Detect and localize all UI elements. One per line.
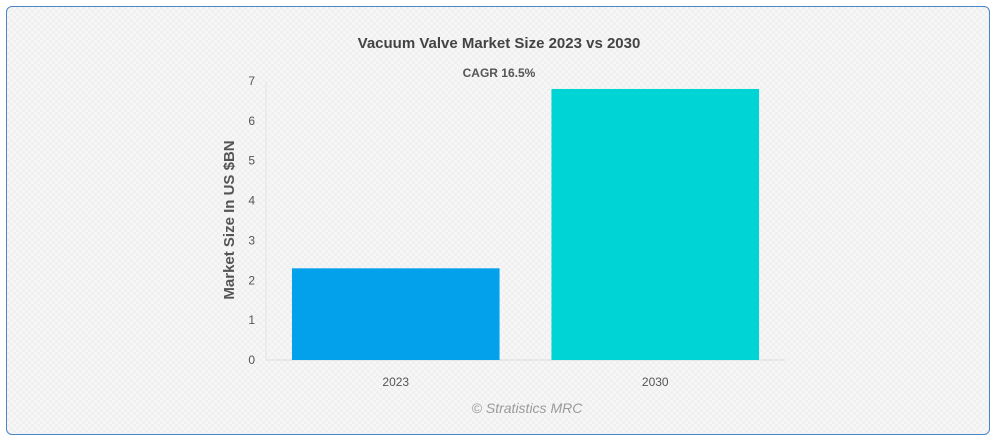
y-tick-label: 6	[248, 114, 255, 128]
x-tick-label: 2023	[382, 375, 409, 389]
y-tick-label: 3	[248, 233, 255, 247]
chart-title: Vacuum Valve Market Size 2023 vs 2030	[358, 35, 641, 52]
y-axis-label: Market Size In US $BN	[221, 140, 238, 299]
x-tick-label: 2030	[642, 375, 669, 389]
y-tick-label: 2	[248, 273, 255, 287]
chart-frame	[6, 6, 990, 435]
x-ticks: 2023 2030	[382, 375, 669, 389]
y-tick-label: 4	[248, 194, 255, 208]
bar-2030	[551, 88, 760, 360]
credit-text: © Stratistics MRC	[472, 400, 584, 416]
chart-subtitle: CAGR 16.5%	[463, 66, 536, 80]
y-tick-label: 7	[248, 74, 255, 88]
y-tick-label: 1	[248, 313, 255, 327]
y-tick-label: 5	[248, 154, 255, 168]
y-tick-label: 0	[248, 353, 255, 367]
bars	[291, 88, 760, 360]
y-ticks: 0 1 2 3 4 5 6 7	[248, 74, 255, 367]
bar-2023	[291, 268, 500, 360]
